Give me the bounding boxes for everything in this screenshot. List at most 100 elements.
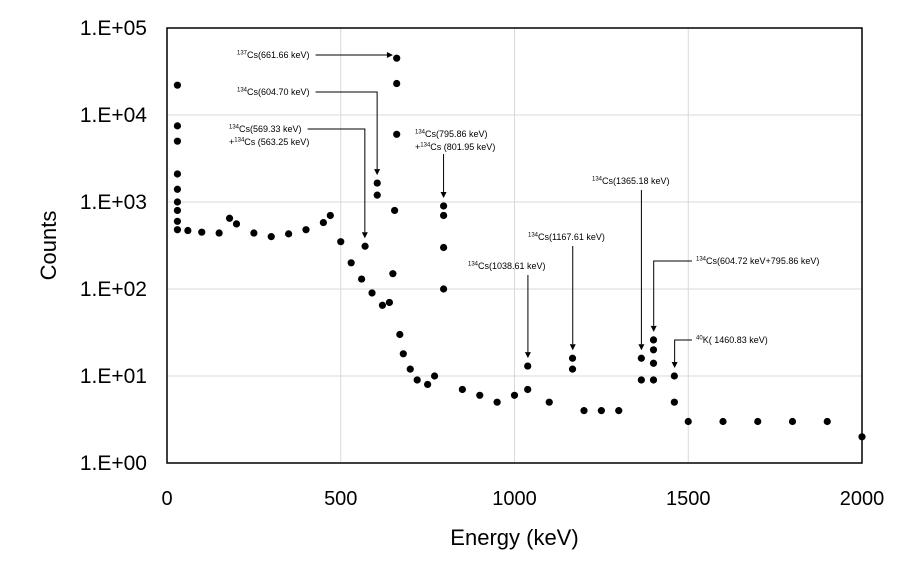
peak-annotation: 134Cs(1038.61 keV) [468,261,546,359]
annotation-leader-line [307,128,366,233]
data-point [391,206,399,215]
annotation-mass-number: 134 [237,88,248,94]
annotation-arrowhead [386,52,393,58]
data-point [378,301,387,309]
peak-annotation: 134Cs(604.72 keV+795.86 keV) [650,256,819,332]
data-point [568,354,577,362]
peak-annotation: 40K( 1460.83 keV) [671,335,768,368]
data-point [198,228,206,236]
annotation-arrowhead [569,344,576,351]
data-point [440,211,448,220]
annotation-arrowhead [650,325,657,332]
peak-annotations: 137Cs(661.66 keV)134Cs(604.70 keV)134Cs(… [229,50,819,368]
annotation-mass-number: 40 [696,336,703,342]
data-point [368,289,376,297]
data-point [173,226,182,234]
annotation-leader-line [315,91,378,170]
data-point [476,391,484,399]
annotation-text: 134Cs(604.72 keV+795.86 keV) [696,256,819,266]
data-point [580,407,588,415]
annotation-text: 134Cs(604.70 keV) [237,87,310,97]
data-point [406,365,414,373]
annotation-mass-number: 134 [468,262,479,268]
data-point [319,218,327,227]
annotation-mass-number: 134 [696,257,707,263]
data-point [373,179,381,187]
annotation-label: Cs(1038.61 keV) [478,261,546,271]
annotation-leader-line [653,260,692,326]
data-point [285,230,293,238]
annotation-arrowhead [638,344,645,351]
annotation-label: Cs(1365.18 keV) [602,176,670,186]
annotation-prefix: + [415,142,420,152]
annotation-mass-number: 134 [229,125,240,131]
data-point [173,217,182,225]
data-point [568,365,577,373]
data-point [232,220,241,228]
annotation-text: +134Cs (801.95 keV) [415,142,495,152]
annotation-arrowhead [361,232,368,239]
annotation-text: 137Cs(661.66 keV) [237,50,310,60]
annotation-text: +134Cs (563.25 keV) [229,137,309,147]
data-point [670,372,678,380]
annotation-arrowhead [671,362,678,368]
data-point [373,191,381,199]
data-point [184,226,192,235]
annotation-mass-number: 134 [592,177,603,183]
data-point [440,202,448,210]
annotation-prefix: + [229,137,234,147]
data-point [649,346,658,354]
annotation-text: 40K( 1460.83 keV) [696,335,768,345]
data-point [326,211,334,220]
annotation-mass-number: 134 [420,143,431,149]
data-points [173,54,866,441]
data-point [524,362,532,370]
data-point [173,137,182,145]
plot-area-frame [166,27,863,464]
annotation-mass-number: 134 [234,138,245,144]
x-tick-label: 1500 [666,488,711,510]
data-point [440,285,448,293]
y-tick-label: 1.E+03 [80,191,147,214]
peak-annotation: 137Cs(661.66 keV) [237,50,393,60]
y-axis-tick-labels: 1.E+00 1.E+01 1.E+02 1.E+03 1.E+04 1.E+05 [80,17,147,475]
annotation-label: Cs(604.70 keV) [247,87,310,97]
data-point [358,275,366,283]
data-point [393,54,401,62]
data-point [393,79,401,88]
data-point [424,380,432,389]
data-point [637,376,645,384]
annotation-text: 134Cs(569.33 keV) [229,124,302,134]
y-tick-label: 1.E+01 [80,365,147,388]
data-point [302,226,310,234]
annotation-text: 134Cs(1365.18 keV) [592,176,670,186]
data-point [250,229,258,237]
data-point [173,198,182,206]
annotation-arrowhead [374,169,381,176]
data-point [649,336,658,344]
data-point [267,233,275,241]
data-point [788,417,797,426]
annotation-label: Cs(661.66 keV) [247,50,310,60]
data-point [393,130,401,138]
data-point [458,385,466,394]
data-point [347,259,355,267]
data-point [684,417,692,426]
data-point [823,417,831,426]
annotation-arrowhead [440,191,447,198]
data-point [430,372,439,380]
annotation-label: Cs(604.72 keV+795.86 keV) [706,256,819,266]
x-axis-title: Energy (keV) [450,525,578,550]
data-point [173,185,182,193]
annotation-arrowhead [524,352,531,359]
data-point [649,376,658,384]
data-point [670,398,678,406]
annotation-text: 134Cs(795.86 keV) [415,129,488,139]
data-point [173,206,182,215]
x-axis-tick-labels: 0 500 1000 1500 2000 [161,488,884,510]
y-tick-label: 1.E+00 [80,452,147,475]
data-point [510,391,519,399]
data-point [637,354,645,362]
peak-annotation: 134Cs(604.70 keV) [237,87,381,176]
